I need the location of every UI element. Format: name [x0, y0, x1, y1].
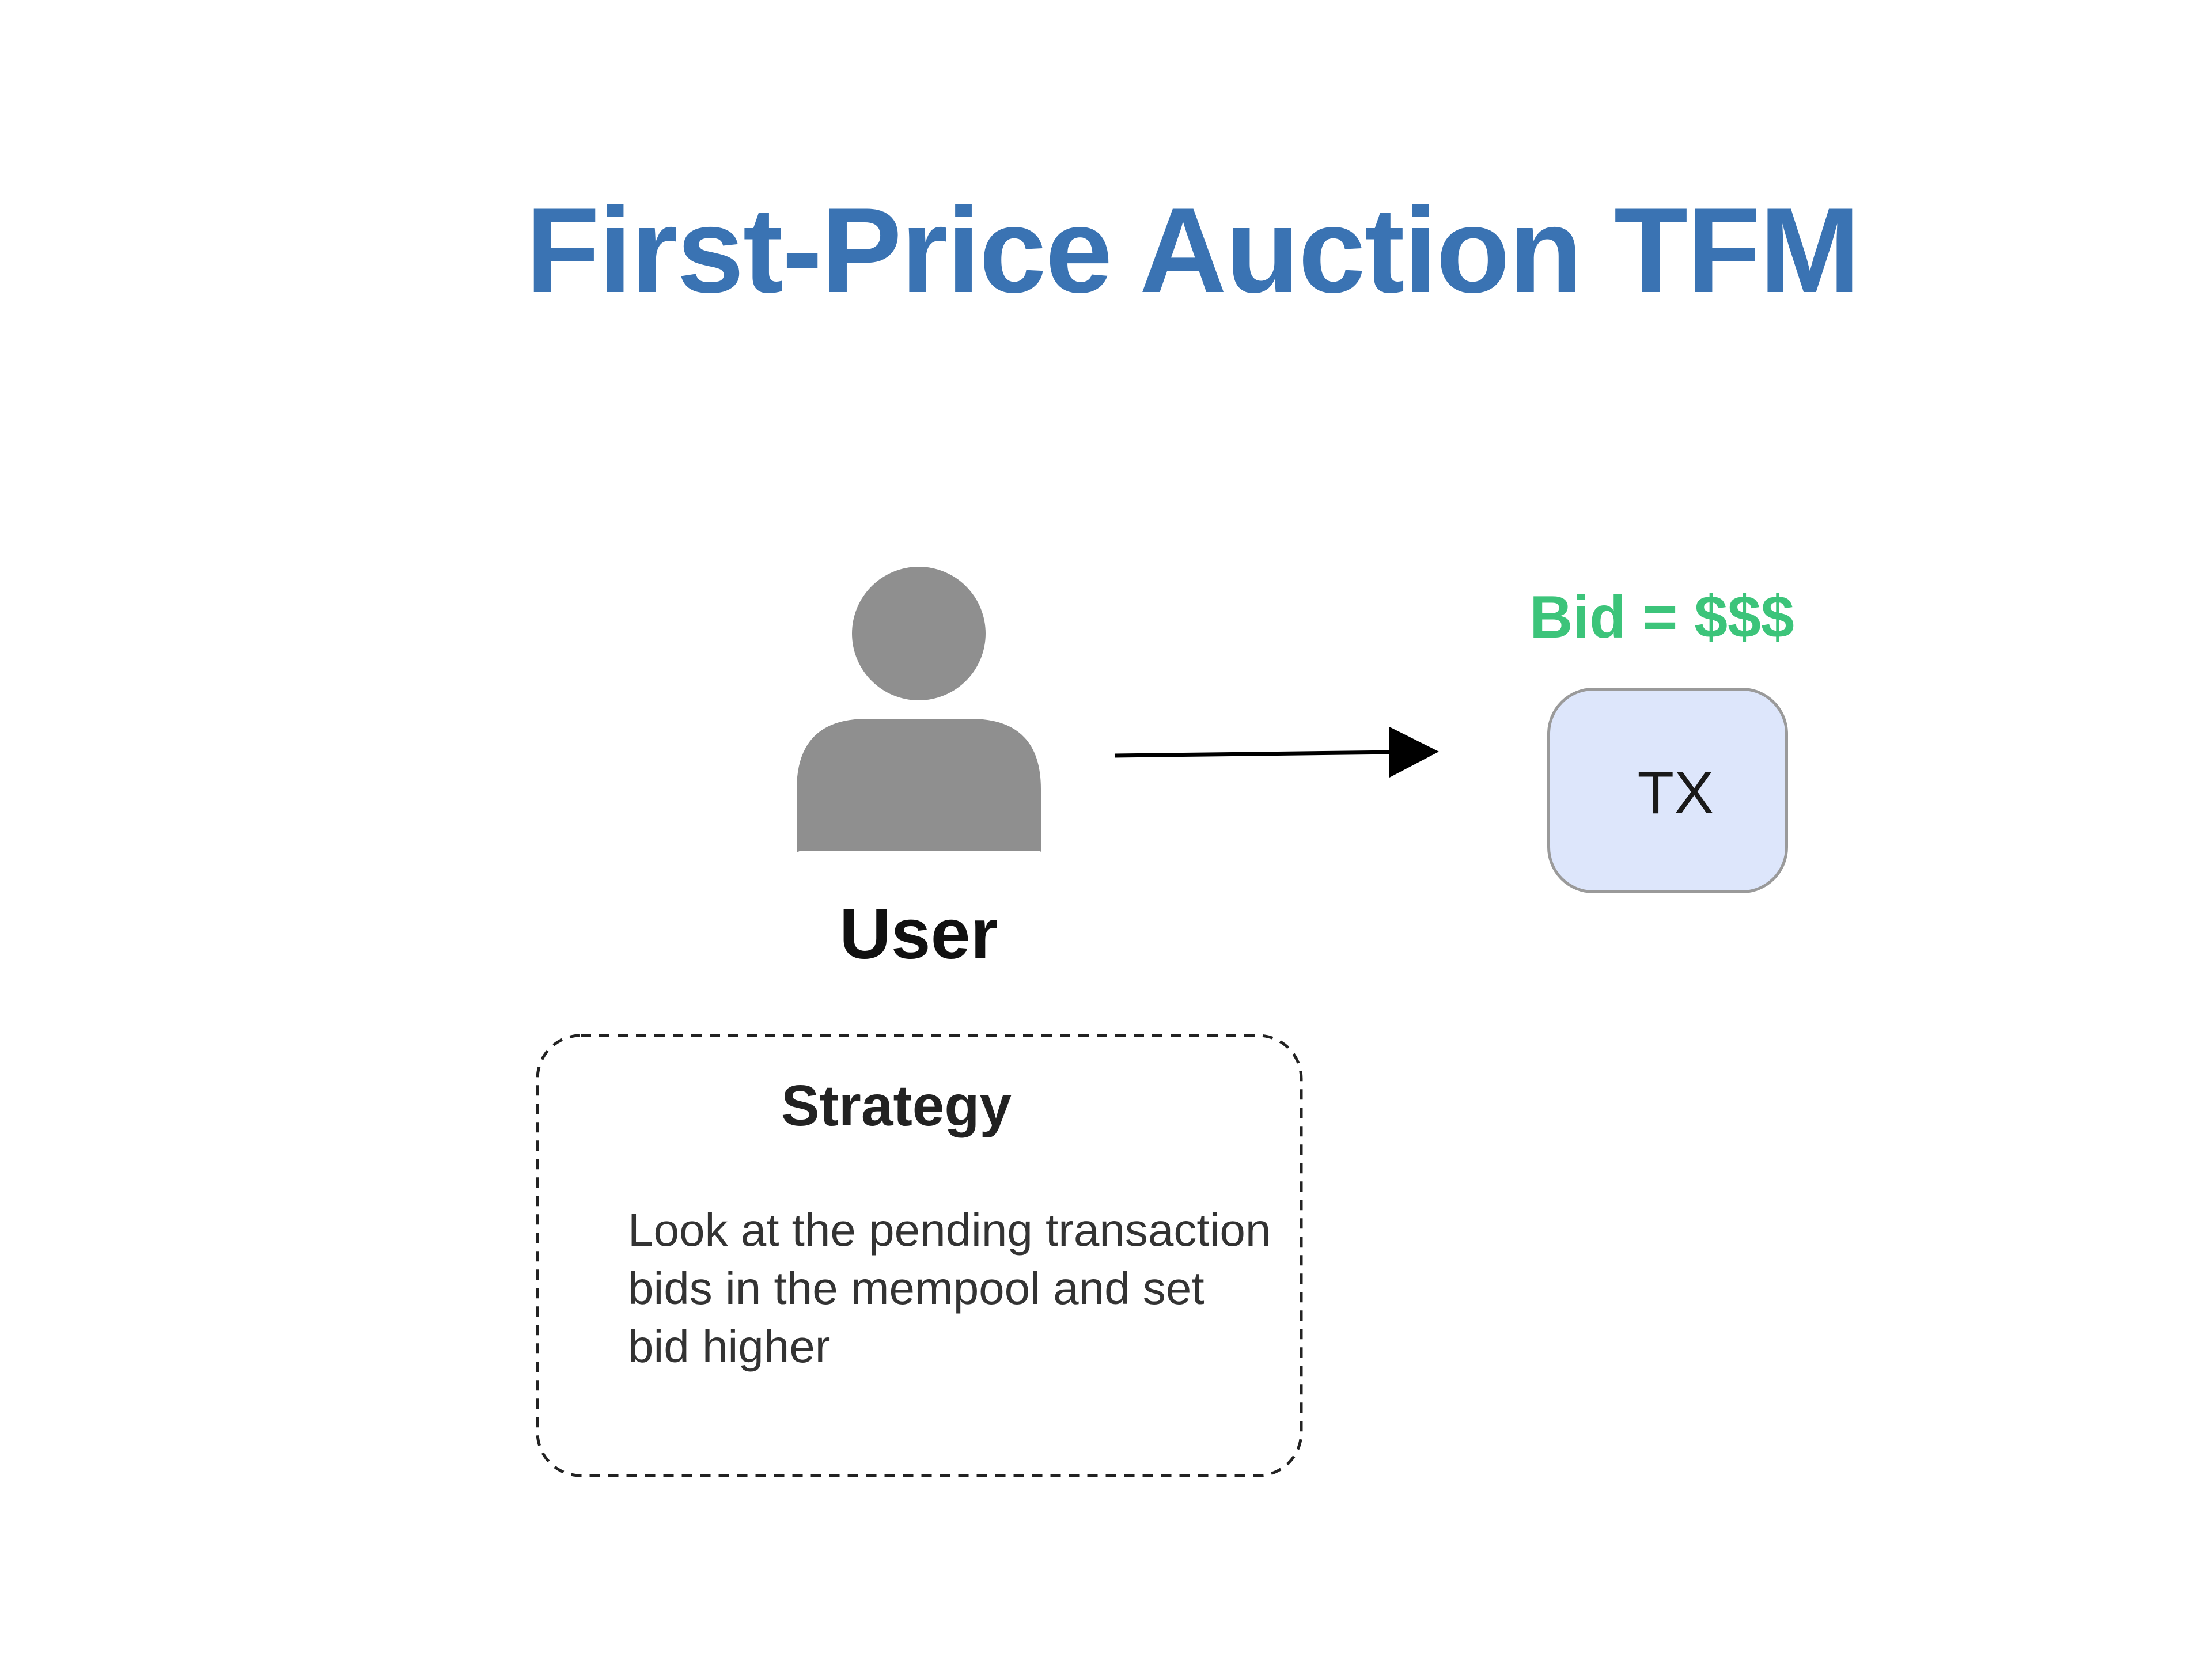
transaction-label: TX — [1637, 760, 1714, 826]
arrow-head — [1389, 727, 1439, 778]
person-head — [852, 567, 986, 700]
arrow-shaft — [1114, 750, 1395, 758]
strategy-line: Look at the pending transaction — [628, 1204, 1271, 1256]
arrow-right-icon — [1114, 727, 1439, 778]
person-body — [797, 719, 1041, 852]
transaction-box — [1547, 688, 1788, 893]
strategy-box — [536, 1034, 1303, 1477]
strategy-title: Strategy — [781, 1074, 1012, 1138]
strategy-line: bids in the mempool and set — [628, 1262, 1205, 1314]
strategy-line: bid higher — [628, 1321, 831, 1372]
bid-label: Bid = $$$ — [1529, 584, 1794, 651]
user-label: User — [839, 894, 998, 974]
person-icon — [797, 567, 1041, 852]
diagram-title: First-Price Auction TFM — [525, 183, 1861, 318]
strategy-description: Look at the pending transaction bids in … — [628, 1201, 1290, 1375]
